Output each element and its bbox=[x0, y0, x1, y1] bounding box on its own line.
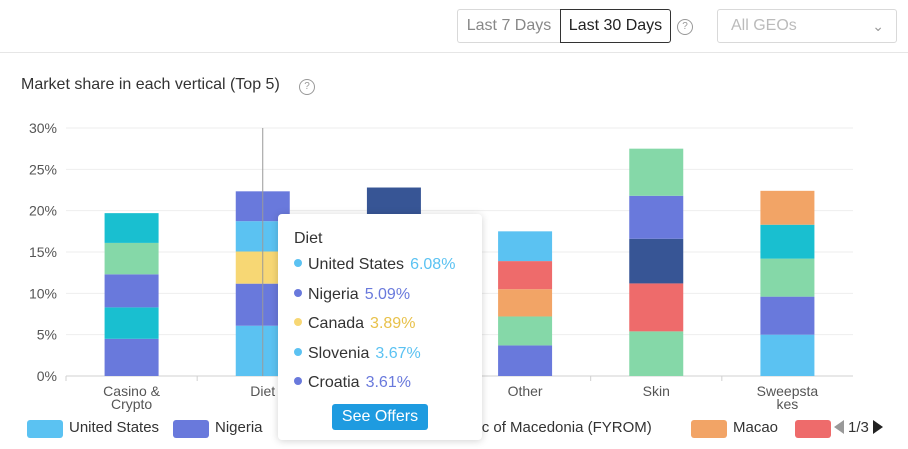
series-dot-icon bbox=[294, 377, 302, 385]
help-icon[interactable]: ? bbox=[677, 19, 693, 35]
bar-segment[interactable] bbox=[104, 307, 159, 339]
bar-segment[interactable] bbox=[760, 258, 815, 297]
y-tick-label: 5% bbox=[37, 327, 57, 343]
legend-swatch bbox=[173, 420, 209, 438]
bar-segment[interactable] bbox=[104, 213, 159, 243]
geo-select[interactable]: All GEOs ⌄ bbox=[717, 9, 897, 43]
x-tick-label: Skin bbox=[643, 383, 670, 399]
bar-segment[interactable] bbox=[498, 289, 553, 317]
tooltip-series-name: United States bbox=[308, 256, 405, 273]
bar-segment[interactable] bbox=[629, 283, 684, 332]
tooltip-row: Canada 3.89% bbox=[294, 315, 415, 337]
geo-select-value: All GEOs bbox=[731, 17, 797, 34]
x-tick-label: Other bbox=[508, 383, 543, 399]
tooltip-series-value: 3.67% bbox=[375, 344, 421, 362]
tooltip-title: Diet bbox=[294, 230, 323, 247]
legend-swatch bbox=[27, 420, 63, 438]
tooltip-series-value: 5.09% bbox=[364, 285, 411, 303]
chart-tooltip: Diet See Offers United States 6.08% Nigeri… bbox=[278, 214, 482, 440]
help-icon[interactable]: ? bbox=[299, 79, 315, 95]
legend-label: public of Macedonia (FYROM) bbox=[450, 419, 652, 436]
bar-segment[interactable] bbox=[760, 224, 815, 259]
x-tick-label: Sweepsta bbox=[757, 383, 819, 399]
legend-label: Macao bbox=[733, 419, 779, 436]
tooltip-series-name: Canada bbox=[308, 315, 365, 332]
y-tick-label: 30% bbox=[29, 120, 57, 136]
x-tick-label: Casino & bbox=[103, 383, 160, 399]
prev-page-icon[interactable] bbox=[834, 420, 844, 434]
y-tick-label: 15% bbox=[29, 244, 57, 260]
bar-segment[interactable] bbox=[629, 238, 684, 284]
bar-segment[interactable] bbox=[498, 261, 553, 290]
bar-segment[interactable] bbox=[104, 338, 159, 376]
legend-label: United States bbox=[69, 419, 160, 436]
last-7-days-button[interactable]: Last 7 Days bbox=[457, 9, 560, 43]
chart-title: Market share in each vertical (Top 5) bbox=[21, 76, 280, 93]
tooltip-series-name: Nigeria bbox=[308, 285, 359, 303]
tooltip-series-value: 6.08% bbox=[410, 256, 456, 273]
y-tick-label: 10% bbox=[29, 285, 57, 301]
legend-label: Nigeria bbox=[215, 419, 263, 436]
series-dot-icon bbox=[294, 347, 302, 356]
y-tick-label: 20% bbox=[29, 203, 57, 219]
series-dot-icon bbox=[294, 318, 302, 326]
bar-segment[interactable] bbox=[629, 331, 684, 376]
tooltip-series-name: Slovenia bbox=[308, 344, 370, 362]
legend-swatch bbox=[795, 420, 831, 438]
bar-segment[interactable] bbox=[629, 148, 684, 196]
bar-segment[interactable] bbox=[760, 190, 815, 225]
bar-segment[interactable] bbox=[498, 345, 553, 376]
chart-legend: United States Nigeria public of Macedonia … bbox=[0, 414, 908, 444]
tooltip-series-value: 3.61% bbox=[365, 374, 411, 391]
toolbar: Last 7 Days Last 30 Days ? All GEOs ⌄ bbox=[0, 0, 908, 53]
bar-segment[interactable] bbox=[498, 231, 553, 262]
y-tick-label: 25% bbox=[29, 161, 57, 177]
legend-pager: 1/3 bbox=[834, 419, 883, 436]
x-tick-label: Diet bbox=[250, 383, 275, 399]
series-dot-icon bbox=[294, 288, 302, 297]
pager-text: 1/3 bbox=[848, 419, 869, 436]
legend-swatch bbox=[691, 420, 727, 438]
x-tick-label: Crypto bbox=[111, 396, 152, 412]
tooltip-row: Slovenia 3.67% bbox=[294, 345, 421, 367]
tooltip-row: Nigeria 5.09% bbox=[294, 286, 410, 308]
tooltip-row: United States 6.08% bbox=[294, 256, 455, 278]
chevron-down-icon: ⌄ bbox=[872, 18, 884, 34]
bar-segment[interactable] bbox=[760, 334, 815, 376]
y-tick-label: 0% bbox=[37, 368, 57, 384]
bar-segment[interactable] bbox=[104, 274, 159, 308]
next-page-icon[interactable] bbox=[872, 420, 883, 434]
bar-segment[interactable] bbox=[498, 316, 553, 346]
tooltip-series-value: 3.89% bbox=[370, 315, 416, 332]
tooltip-series-name: Croatia bbox=[308, 374, 360, 391]
last-30-days-button[interactable]: Last 30 Days bbox=[560, 9, 671, 43]
bar-segment[interactable] bbox=[104, 242, 159, 275]
series-dot-icon bbox=[294, 259, 302, 267]
tooltip-row: Croatia 3.61% bbox=[294, 374, 411, 396]
see-offers-button[interactable]: See Offers bbox=[332, 404, 428, 430]
x-tick-label: kes bbox=[777, 396, 799, 412]
bar-segment[interactable] bbox=[629, 195, 684, 239]
bar-segment[interactable] bbox=[760, 296, 815, 335]
